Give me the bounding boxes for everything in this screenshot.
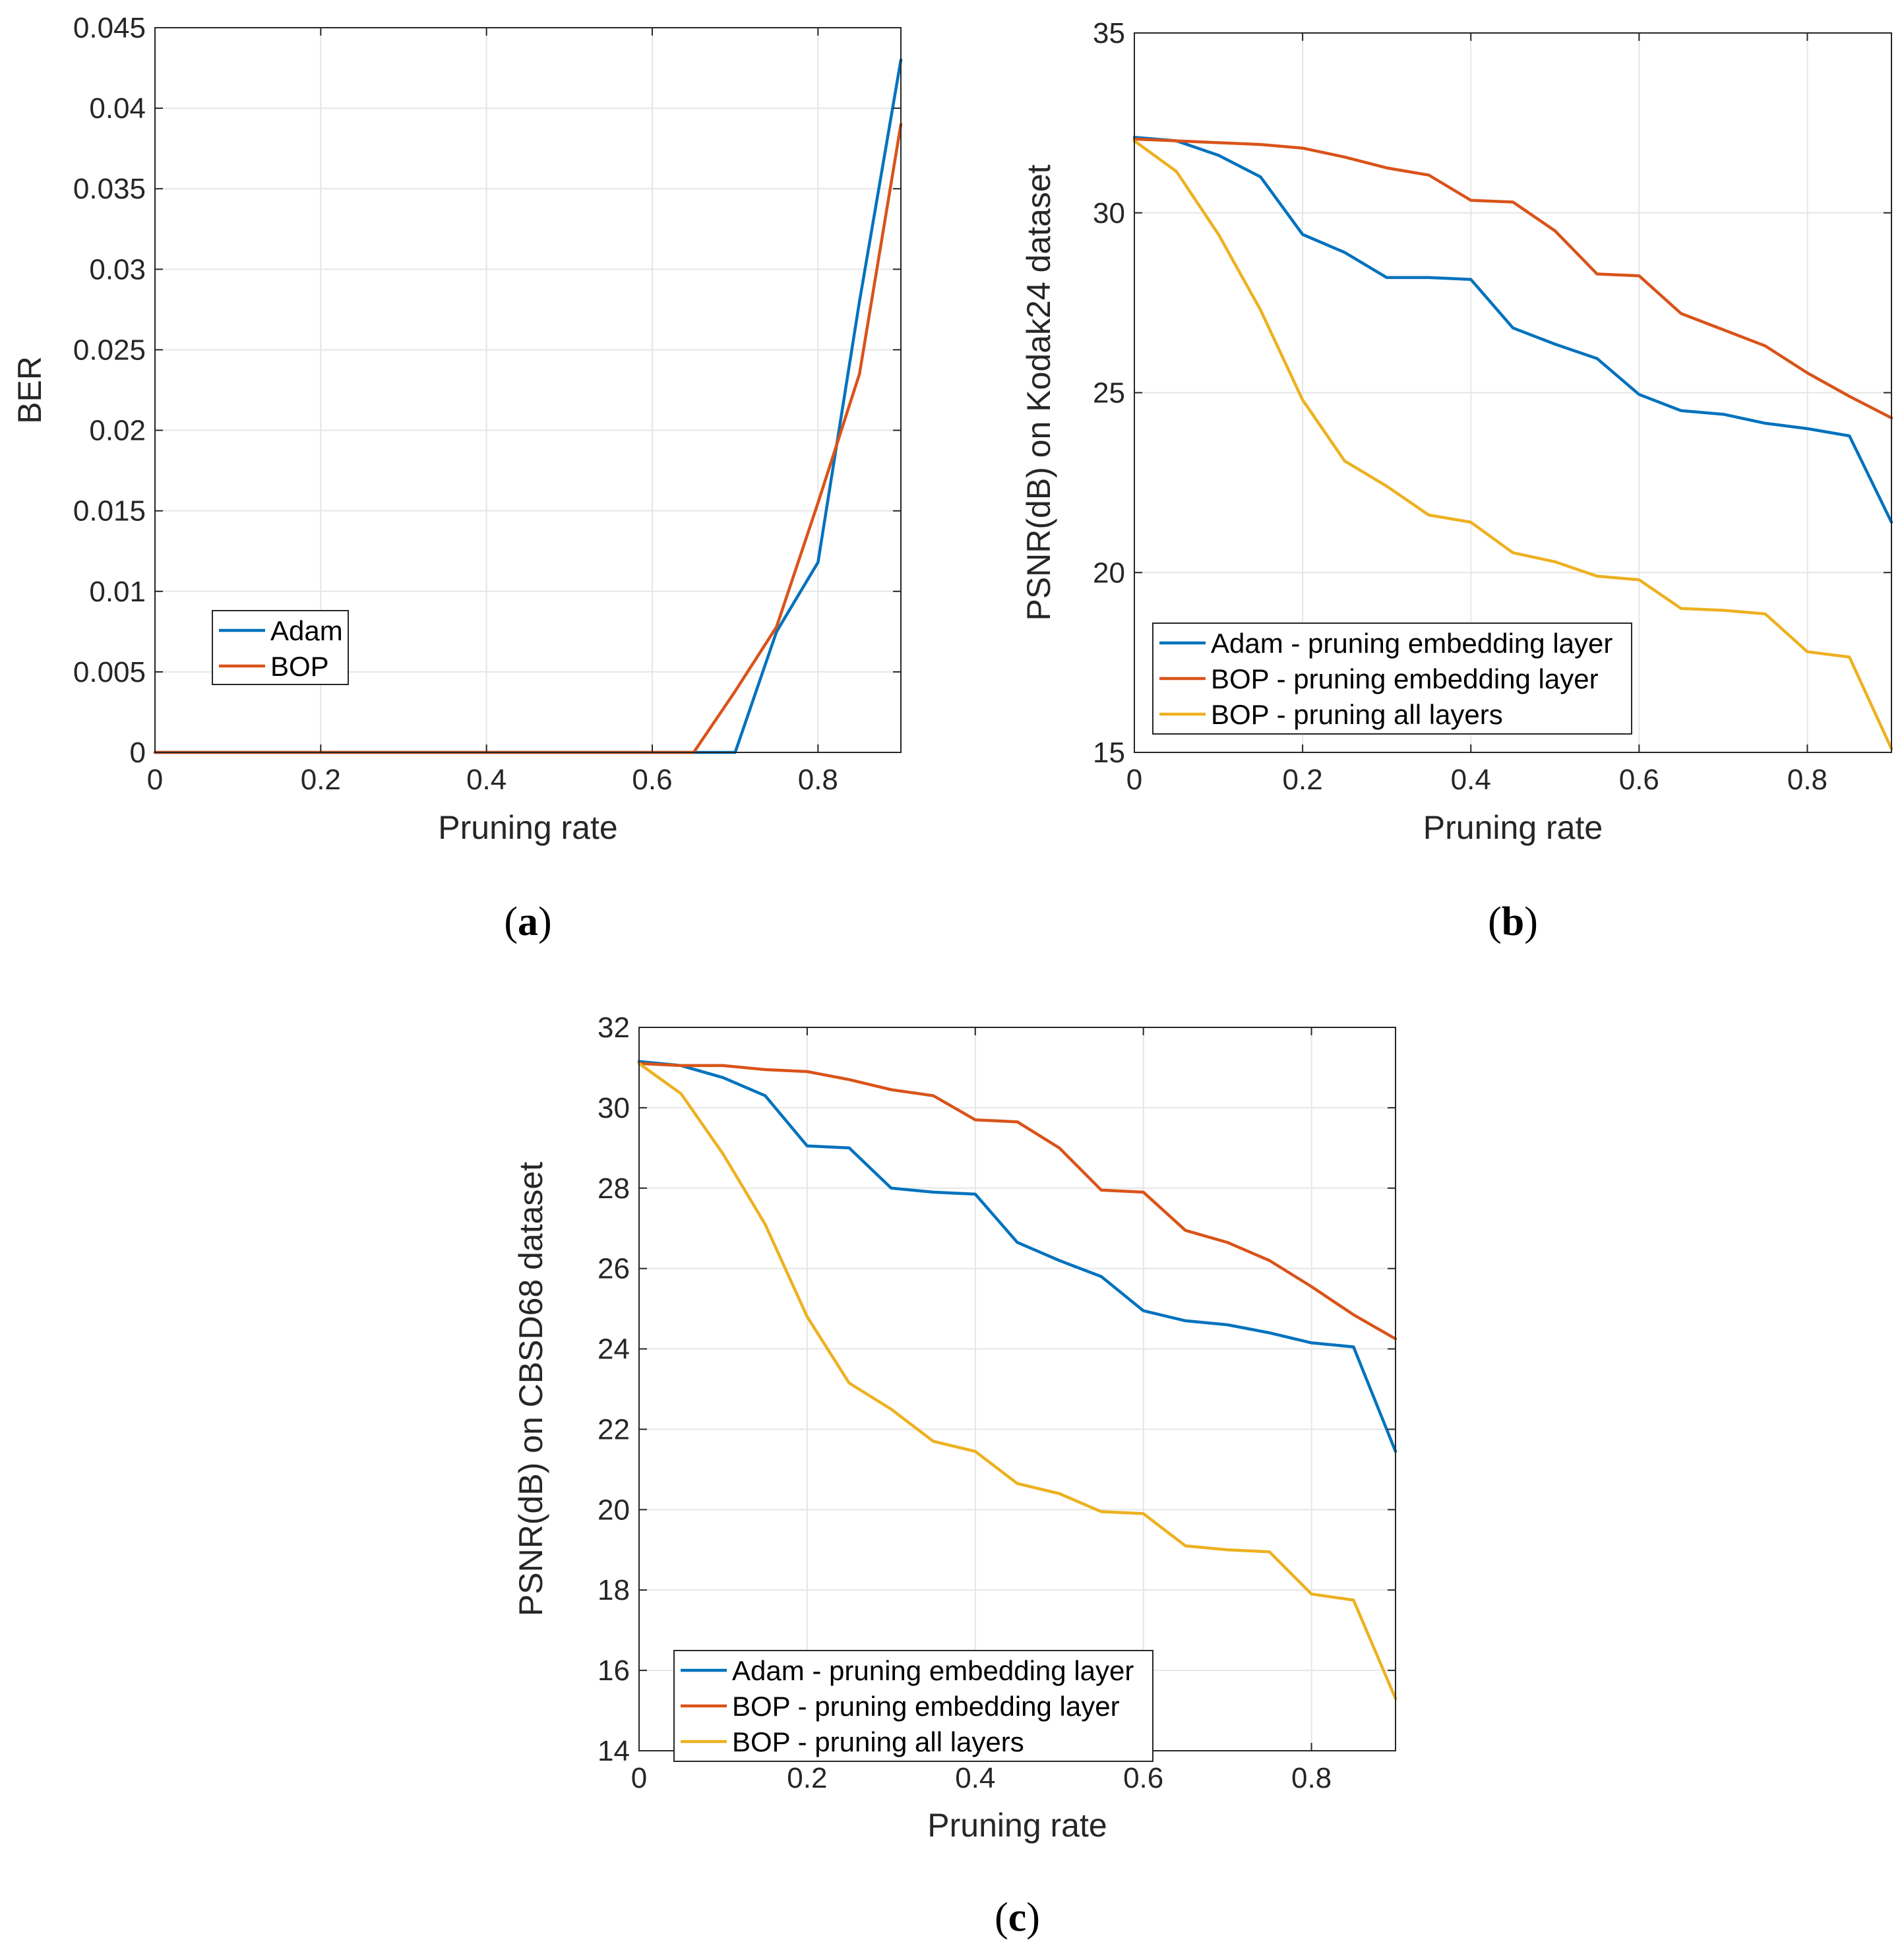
y-tick-label: 14	[598, 1735, 630, 1767]
series-line-1	[637, 1060, 1397, 1453]
y-tick-label: 0.005	[73, 656, 146, 688]
legend-label-1: Adam - pruning embedding layer	[732, 1655, 1134, 1686]
x-tick-label: 0.8	[798, 764, 838, 796]
x-tick-label: 0	[1126, 764, 1142, 796]
y-tick-label: 30	[1093, 197, 1125, 229]
y-tick-label: 0.04	[89, 92, 146, 125]
x-tick-label: 0.8	[1787, 764, 1827, 796]
y-tick-label: 28	[598, 1172, 630, 1205]
y-tick-label: 20	[1093, 557, 1125, 589]
panel-caption: (c)	[995, 1895, 1040, 1940]
legend-label-1: Adam - pruning embedding layer	[1211, 628, 1612, 659]
y-axis-label: BER	[11, 356, 48, 424]
panel-caption: (b)	[1488, 899, 1538, 944]
series-line-3	[1132, 139, 1893, 750]
legend: Adam BOP	[212, 610, 349, 685]
y-tick-label: 0.015	[73, 495, 146, 528]
series-line-2	[637, 1062, 1397, 1341]
x-tick-label: 0.8	[1291, 1762, 1332, 1794]
legend-label-2: BOP - pruning embedding layer	[1211, 663, 1599, 694]
x-tick-label: 0	[147, 764, 163, 796]
x-tick-label: 0.4	[466, 764, 507, 796]
y-tick-label: 24	[598, 1333, 630, 1366]
legend-label-1: Adam	[270, 615, 343, 646]
legend-label-2: BOP	[270, 651, 329, 682]
x-tick-label: 0.2	[1283, 764, 1323, 796]
x-tick-label: 0.2	[301, 764, 341, 796]
y-tick-label: 0.045	[73, 12, 146, 44]
y-tick-label: 35	[1093, 17, 1125, 49]
y-tick-label: 18	[598, 1574, 630, 1606]
y-tick-label: 25	[1093, 377, 1125, 410]
legend-box	[1152, 622, 1632, 735]
y-tick-label: 0.01	[89, 576, 146, 608]
y-tick-label: 16	[598, 1654, 630, 1687]
legend-box	[212, 610, 349, 685]
y-tick-label: 0.02	[89, 415, 146, 447]
chart-panel-a: 0 0.2 0.4 0.6 0.8 0 0.005 0.01 0.015 0.02 0.025 0.0…	[11, 12, 903, 944]
y-tick-label: 0.035	[73, 173, 146, 205]
y-tick-label: 0	[130, 737, 146, 769]
y-tick-label: 0.03	[89, 253, 146, 286]
y-tick-label: 30	[598, 1092, 630, 1124]
chart-panel-b: 0 0.2 0.4 0.6 0.8 15 20 25 30 35 Pruning rate PSNR(…	[1020, 17, 1893, 944]
series-line-3	[637, 1062, 1397, 1701]
x-axis-label: Pruning rate	[927, 1807, 1107, 1844]
panel-caption: (a)	[504, 899, 551, 944]
x-tick-label: 0.4	[1451, 764, 1491, 796]
legend: Adam - pruning embedding layer BOP - prun…	[673, 1650, 1153, 1762]
y-tick-label: 15	[1093, 737, 1125, 769]
x-axis-label: Pruning rate	[438, 809, 617, 846]
x-tick-label: 0.6	[632, 764, 672, 796]
x-tick-label: 0.6	[1619, 764, 1659, 796]
y-tick-label: 26	[598, 1253, 630, 1285]
y-tick-label: 22	[598, 1413, 630, 1445]
y-tick-label: 20	[598, 1494, 630, 1526]
axes-frame	[154, 27, 902, 753]
x-tick-label: 0.2	[787, 1762, 827, 1794]
legend: Adam - pruning embedding layer BOP - prun…	[1152, 622, 1632, 735]
legend-label-3: BOP - pruning all layers	[732, 1726, 1024, 1757]
x-axis-label: Pruning rate	[1423, 809, 1603, 846]
y-tick-label: 32	[598, 1012, 630, 1044]
plot-area	[639, 1027, 1396, 1751]
y-tick-label: 0.025	[73, 334, 146, 366]
x-tick-label: 0	[631, 1762, 647, 1794]
series-line-2	[1132, 137, 1893, 419]
y-axis-label: PSNR(dB) on CBSD68 dataset	[512, 1162, 549, 1616]
series-line-1	[1132, 135, 1893, 524]
legend-label-3: BOP - pruning all layers	[1211, 699, 1503, 730]
legend-box	[673, 1650, 1153, 1762]
x-tick-label: 0.6	[1123, 1762, 1163, 1794]
x-tick-label: 0.4	[955, 1762, 995, 1794]
legend-label-2: BOP - pruning embedding layer	[732, 1691, 1120, 1722]
chart-panel-c: 0 0.2 0.4 0.6 0.8 14 16 18 20 22 24 26 28 30 32 Pruning…	[512, 1012, 1397, 1940]
y-axis-label: PSNR(dB) on Kodak24 dataset	[1020, 164, 1057, 621]
